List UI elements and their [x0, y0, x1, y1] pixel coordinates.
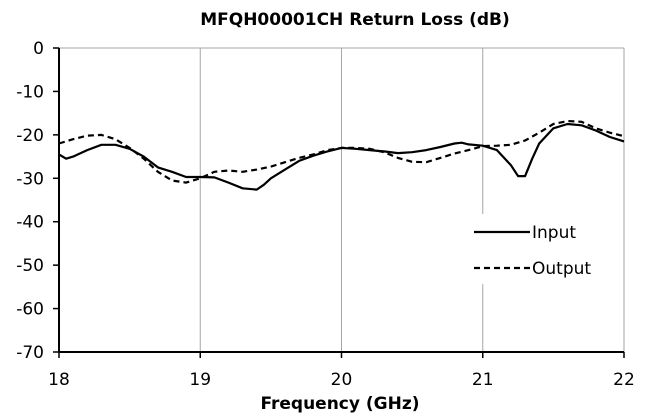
- y-tick-label-4: -40: [16, 213, 44, 233]
- legend: Input Output: [466, 214, 606, 284]
- y-tick-label-1: -10: [16, 82, 44, 102]
- grid-lines: [199, 48, 484, 352]
- legend-label-input: Input: [532, 223, 576, 243]
- axes: [53, 47, 625, 358]
- legend-background: [466, 214, 606, 284]
- y-tick-label-3: -30: [16, 169, 44, 189]
- x-tick-label-4: 22: [613, 370, 635, 390]
- series-line-output: [58, 119, 625, 184]
- legend-label-output: Output: [532, 259, 591, 279]
- x-tick-label-0: 18: [48, 370, 70, 390]
- x-tick-label-2: 20: [331, 370, 353, 390]
- series-lines: [58, 119, 625, 191]
- x-tick-label-3: 21: [472, 370, 494, 390]
- x-axis-label: Frequency (GHz): [260, 394, 420, 414]
- chart-title: MFQH00001CH Return Loss (dB): [200, 10, 510, 30]
- y-tick-label-0: 0: [33, 39, 44, 59]
- x-tick-label-1: 19: [189, 370, 211, 390]
- y-tick-label-6: -60: [16, 300, 44, 320]
- y-tick-label-2: -20: [16, 126, 44, 146]
- y-tick-label-5: -50: [16, 256, 44, 276]
- y-tick-label-7: -70: [16, 343, 44, 363]
